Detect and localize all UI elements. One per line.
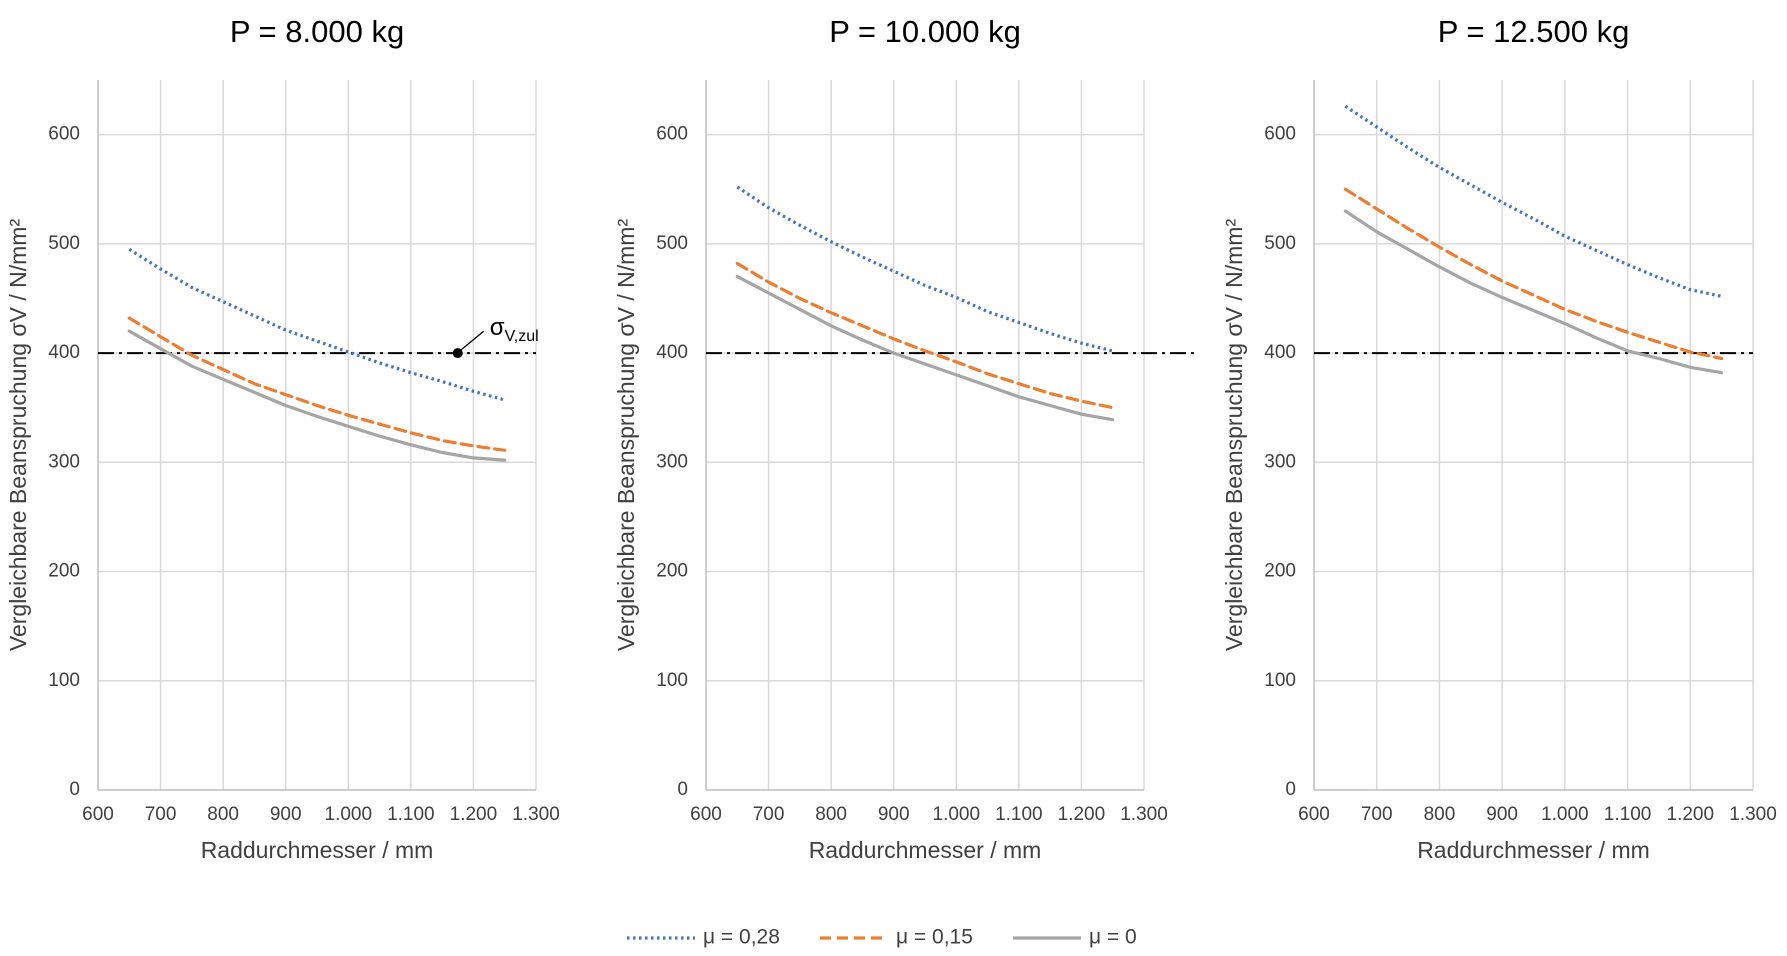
x-tick-label: 900	[270, 804, 302, 825]
x-tick-label: 700	[753, 804, 785, 825]
series-line-2	[127, 316, 507, 452]
chart-title: P = 8.000 kg	[230, 14, 404, 49]
series-line-3	[127, 329, 507, 462]
series-line-2	[735, 261, 1115, 410]
y-axis-label: Vergleichbare Beanspruchung σV / N/mm²	[1221, 219, 1247, 652]
x-tick-label: 700	[145, 804, 177, 825]
annotation-label: σV,zul	[490, 314, 539, 345]
legend-label-2: μ = 0,15	[896, 926, 973, 949]
x-tick-label: 1.000	[325, 804, 373, 825]
x-tick-label: 800	[207, 804, 239, 825]
annotation-leader	[460, 330, 485, 351]
y-tick-label: 600	[1264, 124, 1296, 145]
x-tick-label: 1.300	[1729, 804, 1777, 825]
x-tick-label: 1.200	[1667, 804, 1715, 825]
y-tick-label: 600	[656, 124, 688, 145]
y-axis-label: Vergleichbare Beanspruchung σV / N/mm²	[613, 219, 639, 652]
series-line-1	[128, 247, 506, 402]
x-tick-label: 700	[1361, 804, 1393, 825]
y-tick-label: 0	[1285, 779, 1296, 800]
x-tick-label: 600	[82, 804, 114, 825]
chart-title: P = 10.000 kg	[829, 14, 1021, 49]
x-tick-label: 1.100	[1604, 804, 1652, 825]
y-tick-label: 500	[48, 233, 80, 254]
series-line-3	[1343, 209, 1724, 375]
legend-label-3: μ = 0	[1089, 926, 1137, 949]
x-tick-label: 1.100	[995, 804, 1043, 825]
y-tick-label: 300	[656, 451, 688, 472]
x-tick-label: 900	[878, 804, 910, 825]
x-tick-label: 800	[815, 804, 847, 825]
y-tick-label: 0	[677, 779, 688, 800]
y-tick-label: 400	[48, 342, 80, 363]
y-axis-label: Vergleichbare Beanspruchung σV / N/mm²	[5, 219, 31, 652]
y-tick-label: 600	[48, 124, 80, 145]
y-tick-label: 200	[48, 561, 80, 582]
y-tick-label: 400	[656, 342, 688, 363]
x-tick-label: 1.200	[450, 804, 498, 825]
y-tick-label: 300	[1264, 451, 1296, 472]
annotation-marker	[452, 348, 463, 359]
x-axis-label: Raddurchmesser / mm	[201, 837, 434, 863]
legend-label-1: μ = 0,28	[703, 926, 780, 949]
x-axis-label: Raddurchmesser / mm	[809, 837, 1042, 863]
y-tick-label: 400	[1264, 342, 1296, 363]
x-axis-label: Raddurchmesser / mm	[1417, 837, 1650, 863]
x-tick-label: 1.000	[933, 804, 981, 825]
x-tick-label: 900	[1486, 804, 1518, 825]
x-tick-label: 600	[690, 804, 722, 825]
series-line-3	[735, 275, 1115, 422]
x-tick-label: 1.300	[512, 804, 560, 825]
legend: μ = 0,28 μ = 0,15 μ = 0	[627, 926, 1137, 949]
y-tick-label: 100	[656, 670, 688, 691]
x-tick-label: 1.200	[1058, 804, 1106, 825]
y-tick-label: 100	[1264, 670, 1296, 691]
x-tick-label: 800	[1424, 804, 1456, 825]
y-tick-label: 500	[656, 233, 688, 254]
chart-panel-1: P = 8.000 kg 0 100 200 300 400 500 600 600 700 800…	[5, 14, 560, 863]
x-tick-label: 1.000	[1541, 804, 1589, 825]
y-tick-label: 500	[1264, 233, 1296, 254]
y-tick-label: 0	[69, 779, 80, 800]
y-tick-label: 200	[1264, 561, 1296, 582]
y-tick-label: 300	[48, 451, 80, 472]
series-line-1	[736, 185, 1114, 353]
chart-panel-2: P = 10.000 kg 0 100 200 300 400 500 600 600 700 80…	[613, 14, 1196, 863]
chart-title: P = 12.500 kg	[1438, 14, 1630, 49]
y-tick-label: 200	[656, 561, 688, 582]
x-tick-label: 600	[1298, 804, 1330, 825]
series-line-2	[1343, 187, 1724, 361]
chart-panel-3: P = 12.500 kg 0 100 200 300 400 500 600 600 700 80…	[1221, 14, 1777, 863]
y-tick-label: 100	[48, 670, 80, 691]
x-tick-label: 1.300	[1120, 804, 1168, 825]
x-tick-label: 1.100	[387, 804, 435, 825]
